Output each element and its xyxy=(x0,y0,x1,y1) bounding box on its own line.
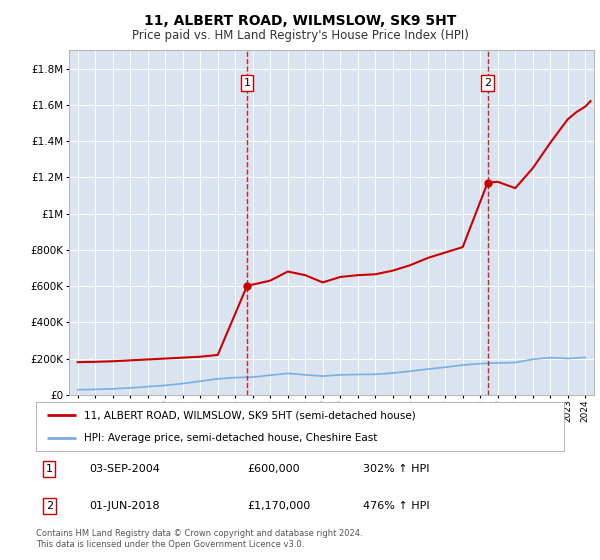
Text: Price paid vs. HM Land Registry's House Price Index (HPI): Price paid vs. HM Land Registry's House … xyxy=(131,29,469,42)
Text: 01-JUN-2018: 01-JUN-2018 xyxy=(89,501,160,511)
Text: HPI: Average price, semi-detached house, Cheshire East: HPI: Average price, semi-detached house,… xyxy=(83,433,377,444)
Text: 2: 2 xyxy=(484,78,491,88)
Text: 03-SEP-2004: 03-SEP-2004 xyxy=(89,464,160,474)
Text: 476% ↑ HPI: 476% ↑ HPI xyxy=(364,501,430,511)
Text: 302% ↑ HPI: 302% ↑ HPI xyxy=(364,464,430,474)
Text: £600,000: £600,000 xyxy=(247,464,300,474)
Text: £1,170,000: £1,170,000 xyxy=(247,501,310,511)
Text: 11, ALBERT ROAD, WILMSLOW, SK9 5HT (semi-detached house): 11, ALBERT ROAD, WILMSLOW, SK9 5HT (semi… xyxy=(83,410,415,421)
Text: 1: 1 xyxy=(46,464,53,474)
Text: 11, ALBERT ROAD, WILMSLOW, SK9 5HT: 11, ALBERT ROAD, WILMSLOW, SK9 5HT xyxy=(144,14,456,28)
Text: 2: 2 xyxy=(46,501,53,511)
Text: Contains HM Land Registry data © Crown copyright and database right 2024.
This d: Contains HM Land Registry data © Crown c… xyxy=(36,529,362,549)
Text: 1: 1 xyxy=(244,78,250,88)
